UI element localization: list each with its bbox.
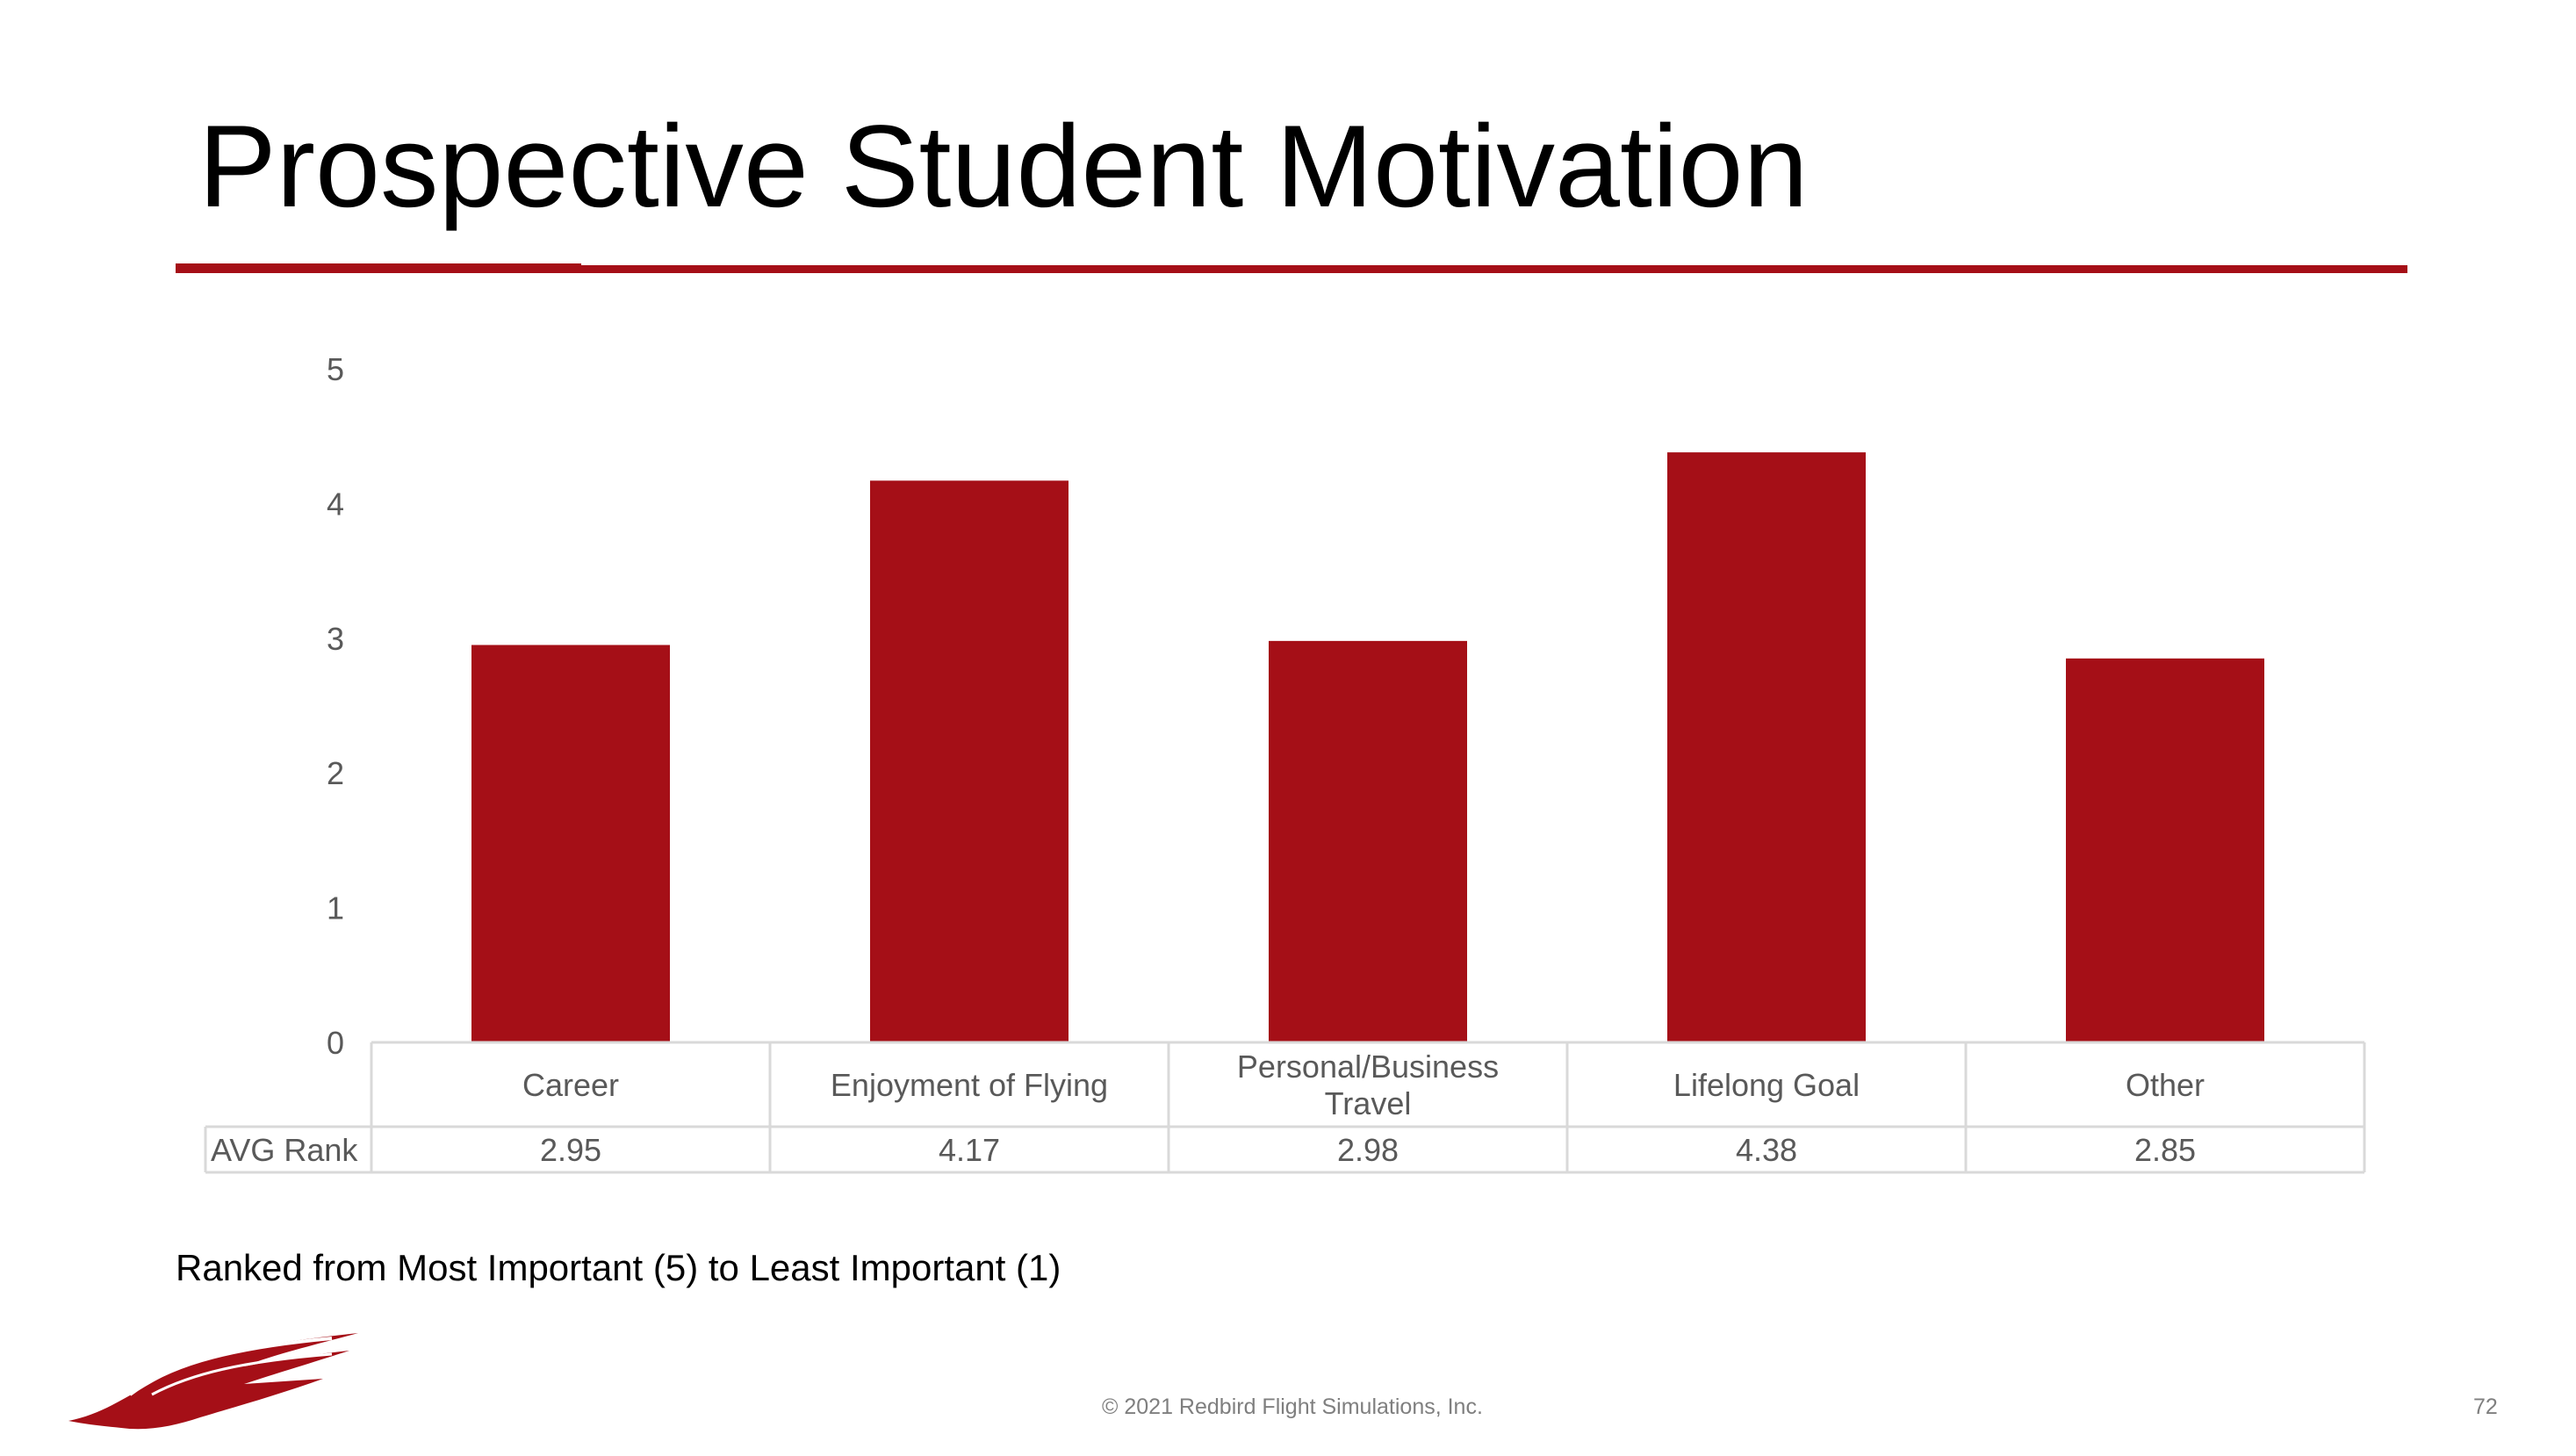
data-table: Career Enjoyment of Flying Personal/Busine… — [204, 1041, 2366, 1174]
category-label: Lifelong Goal — [1673, 1067, 1860, 1103]
category-label: Personal/Business — [1237, 1049, 1499, 1085]
bar-lifelong-goal — [1667, 452, 1866, 1042]
data-value-label: 2.98 — [1337, 1132, 1399, 1168]
category-label: Enjoyment of Flying — [831, 1067, 1108, 1103]
data-value-label: 2.85 — [2134, 1132, 2196, 1168]
data-value-label: 4.17 — [939, 1132, 1000, 1168]
ranking-note: Ranked from Most Important (5) to Least … — [176, 1247, 1061, 1288]
y-tick-label: 0 — [327, 1025, 344, 1061]
y-tick-label: 2 — [327, 755, 344, 791]
y-tick-label: 4 — [327, 486, 344, 522]
bar-career — [471, 645, 670, 1042]
data-value-label: 4.38 — [1736, 1132, 1797, 1168]
page-title: Prospective Student Motivation — [198, 102, 1809, 232]
y-tick-label: 3 — [327, 621, 344, 657]
y-tick-label: 1 — [327, 890, 344, 926]
copyright-footer: © 2021 Redbird Flight Simulations, Inc. — [1102, 1395, 1483, 1419]
y-axis-ticks: 0 1 2 3 4 5 — [327, 351, 344, 1061]
bar-personal-business-travel — [1269, 640, 1467, 1042]
bars — [471, 452, 2264, 1042]
category-label: Travel — [1325, 1085, 1412, 1121]
category-label: Career — [522, 1067, 619, 1103]
y-tick-label: 5 — [327, 351, 344, 387]
redbird-logo-icon — [68, 1333, 358, 1430]
page-number: 72 — [2473, 1395, 2498, 1419]
category-label: Other — [2126, 1067, 2205, 1103]
bar-enjoyment-of-flying — [870, 480, 1069, 1042]
bar-other — [2066, 658, 2264, 1042]
title-rule — [176, 265, 2407, 273]
series-row-label: AVG Rank — [211, 1132, 358, 1168]
data-value-label: 2.95 — [540, 1132, 601, 1168]
